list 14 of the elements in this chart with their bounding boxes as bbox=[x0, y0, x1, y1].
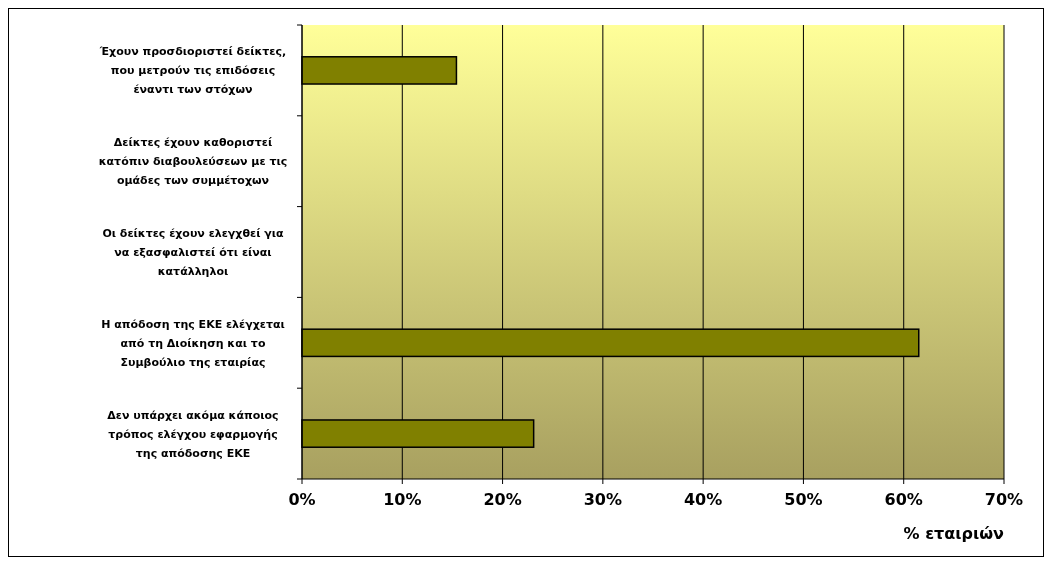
y-tick-label: Δεν υπάρχει ακόμα κάποιος τρόπος ελέγχου εφαρμογής της απόδοσης ΕΚΕ bbox=[107, 408, 279, 460]
y-tick-label: Δείκτες έχουν καθοριστεί κατόπιν διαβουλεύσεων με τις ομάδες των συμμέτοχων bbox=[98, 136, 288, 188]
x-tick-label: 0% bbox=[288, 490, 316, 509]
y-tick-label: Έχουν προσδιοριστεί δείκτες, που μετρούν τις επιδόσεις έναντι των στόχων bbox=[98, 45, 287, 97]
x-tick-label: 30% bbox=[583, 490, 623, 509]
x-tick-label: 20% bbox=[483, 490, 522, 509]
y-tick-label: Οι δείκτες έχουν ελεγχθεί για να εξασφαλιστεί ότι είναι κατάλληλοι bbox=[102, 227, 285, 278]
x-tick-label: 50% bbox=[784, 490, 823, 509]
y-tick-label: Η απόδοση της ΕΚΕ ελέγχεται από τη Διοίκηση και το Συμβούλιο της εταιρίας bbox=[101, 317, 285, 369]
x-tick-label: 60% bbox=[884, 490, 923, 509]
x-tick-label: 40% bbox=[683, 490, 723, 509]
x-tick-label: 10% bbox=[383, 490, 422, 509]
x-axis-title: % εταιριών bbox=[903, 524, 1005, 543]
x-tick-label: 70% bbox=[984, 490, 1024, 509]
